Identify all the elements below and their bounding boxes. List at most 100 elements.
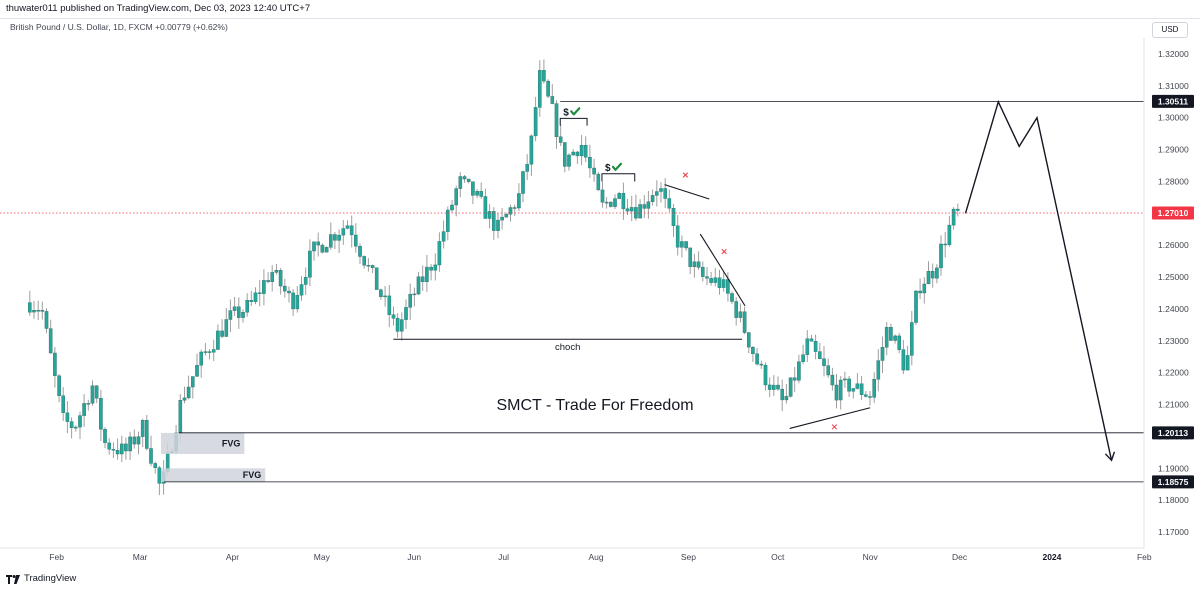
candle-body	[283, 285, 287, 292]
candle-body	[692, 261, 697, 268]
candle-body	[90, 385, 95, 404]
candle-body	[400, 319, 404, 332]
candle-body	[805, 338, 810, 355]
candle-body	[546, 80, 550, 97]
candle-body	[333, 234, 337, 241]
candle-body	[797, 361, 801, 381]
tradingview-footer[interactable]: TradingView	[6, 572, 76, 586]
time-tick-label: 2024	[1042, 552, 1061, 562]
price-tick-label: 1.30000	[1158, 113, 1189, 123]
candle-body	[329, 234, 333, 248]
candle-body	[287, 290, 291, 294]
candle-body	[721, 279, 726, 288]
candle-body	[471, 181, 475, 196]
time-axis[interactable]: Feb Mar Apr May Jun Jul Aug Sep Oct Nov Dec 2024 Feb	[49, 552, 1152, 562]
candle-body	[659, 188, 663, 192]
price-tick-label: 1.23000	[1158, 336, 1189, 346]
time-tick-label: Nov	[863, 552, 879, 562]
candle-body	[48, 328, 53, 354]
candle-body	[124, 443, 128, 452]
candle-body	[889, 327, 893, 341]
chart-pane[interactable]	[0, 38, 1144, 548]
candle-body	[575, 151, 580, 157]
candle-body	[755, 353, 759, 365]
price-badge	[1152, 94, 1194, 108]
price-tick-label: 1.19000	[1158, 463, 1189, 473]
candle-body	[274, 270, 279, 273]
candle-body	[855, 383, 860, 389]
candle-body	[157, 467, 162, 484]
candle-body	[880, 347, 885, 361]
candle-body	[270, 272, 275, 282]
price-badges: 1.30511 1.27010 1.20113 1.18575	[1152, 94, 1194, 489]
projection-arrowhead	[1104, 451, 1116, 462]
candle-body	[496, 219, 500, 231]
candle-body	[483, 196, 488, 219]
fvg-zone	[160, 432, 245, 454]
candle-body	[383, 295, 387, 298]
candle-body	[186, 386, 191, 399]
candle-body	[809, 338, 814, 342]
candle-body	[621, 193, 626, 209]
candle-body	[583, 144, 588, 158]
candle-body	[897, 335, 901, 350]
candle-body	[78, 415, 82, 428]
candle-body	[504, 213, 509, 218]
price-tick-label: 1.31000	[1158, 81, 1189, 91]
candle-body	[53, 352, 57, 376]
candle-body	[772, 384, 776, 390]
candle-body	[675, 225, 680, 248]
candle-body	[939, 243, 943, 269]
price-badge-label: 1.30511	[1158, 96, 1189, 106]
trendline-2	[699, 233, 746, 307]
price-badge-label: 1.18575	[1158, 477, 1189, 487]
candle-body	[487, 211, 492, 219]
candle-body	[199, 351, 204, 366]
candle-body	[362, 256, 367, 266]
candle-body	[742, 311, 747, 333]
candle-body	[843, 378, 847, 381]
candle-body	[366, 265, 371, 267]
candle-body	[119, 443, 124, 455]
currency-button[interactable]: USD	[1152, 22, 1188, 38]
candle-body	[245, 300, 250, 313]
candle-body	[650, 195, 655, 202]
liquidity-sweep-bracket	[559, 117, 588, 126]
fvg-label: FVG	[243, 470, 262, 480]
candle-body	[613, 198, 617, 207]
candle-body	[475, 191, 479, 196]
publisher-bar: thuwater011 published on TradingView.com…	[0, 0, 1200, 19]
candle-body	[216, 330, 220, 350]
candle-body	[395, 318, 400, 332]
candle-body	[529, 135, 534, 165]
symbol-legend[interactable]: British Pound / U.S. Dollar, 1D, FXCM +0…	[10, 22, 228, 32]
price-tick-label: 1.18000	[1158, 495, 1189, 505]
candle-body	[592, 167, 596, 175]
candle-body	[826, 365, 830, 376]
candle-body	[951, 208, 956, 226]
price-badge-label: 1.27010	[1158, 208, 1189, 218]
price-axis[interactable]: 1.170001.180001.190001.200001.210001.220…	[1158, 49, 1189, 537]
candle-body	[579, 144, 584, 157]
time-tick-label: Jun	[407, 552, 421, 562]
candle-body	[370, 265, 375, 268]
time-tick-label: May	[314, 552, 331, 562]
candle-body	[140, 420, 145, 437]
candle-body	[701, 267, 705, 277]
candle-body	[922, 283, 927, 294]
candle-body	[337, 234, 341, 241]
candle-body	[705, 276, 709, 279]
candle-body	[667, 198, 672, 209]
candle-body	[655, 191, 659, 196]
candle-body	[36, 310, 40, 312]
x-marker-icon	[721, 248, 727, 255]
candle-body	[926, 271, 931, 285]
candle-body	[149, 448, 153, 464]
candle-body	[224, 319, 229, 337]
candle-body	[425, 266, 429, 282]
candle-body	[316, 241, 321, 246]
candle-body	[65, 412, 70, 422]
x-marker-stroke	[682, 172, 689, 178]
candle-body	[103, 429, 107, 444]
